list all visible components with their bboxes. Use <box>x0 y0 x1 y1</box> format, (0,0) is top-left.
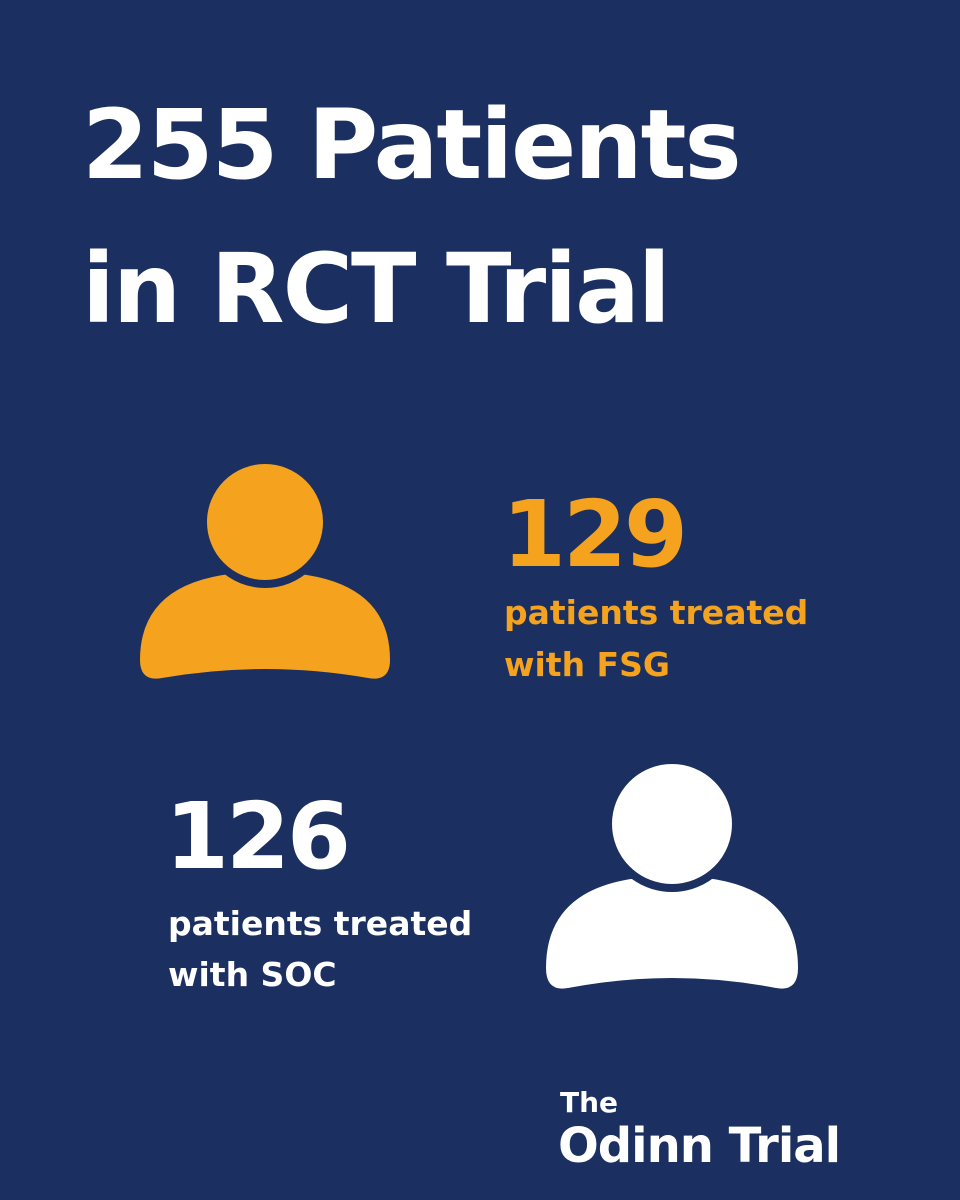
icon-head <box>199 456 331 588</box>
person-icon-orange <box>140 456 390 679</box>
icon-head <box>604 756 740 892</box>
title-line: in RCT Trial <box>82 233 669 345</box>
group-count: 126 <box>165 783 348 890</box>
group-count: 129 <box>502 481 685 588</box>
title-line: 255 Patients <box>82 89 740 201</box>
group-label: with SOC <box>168 955 337 994</box>
logo-small: The <box>560 1086 618 1119</box>
group-label: with FSG <box>504 645 670 684</box>
person-icon-white <box>546 756 798 989</box>
group-label: patients treated <box>504 593 808 632</box>
logo-large: Odinn Trial <box>558 1118 840 1174</box>
group-label: patients treated <box>168 904 472 943</box>
icon-body <box>546 876 798 989</box>
icon-body <box>140 572 390 679</box>
